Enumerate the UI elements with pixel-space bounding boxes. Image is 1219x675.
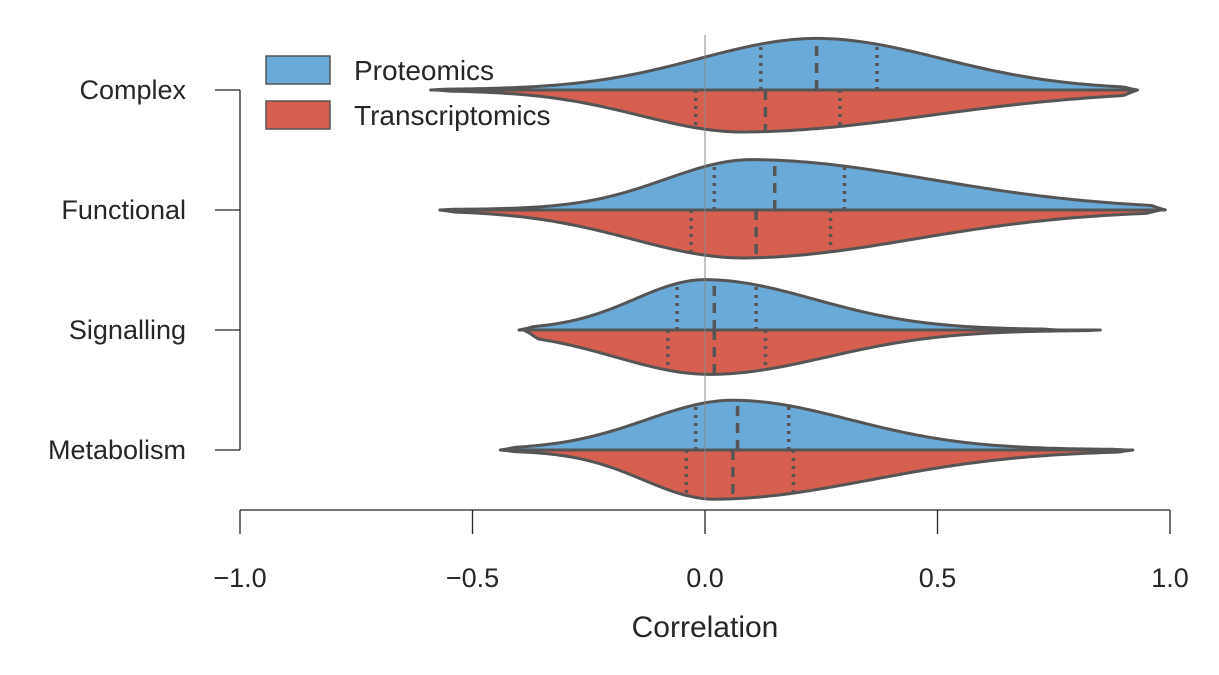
violins-layer	[429, 36, 1167, 501]
legend-swatch-proteomics	[265, 55, 331, 85]
violin-proteomics-complex	[429, 36, 1139, 92]
x-tick-label: −1.0	[213, 563, 266, 593]
violin-transcriptomics-metabolism	[498, 448, 1135, 501]
violin-proteomics-signalling	[517, 278, 1060, 332]
y-tick-label-metabolism: Metabolism	[48, 435, 186, 465]
x-axis: −1.0 −0.5 0.0 0.5 1.0	[213, 509, 1189, 593]
x-tick-label: 1.0	[1151, 563, 1189, 593]
violin-transcriptomics-signalling	[522, 328, 1102, 376]
x-tick-label: −0.5	[446, 563, 499, 593]
x-tick-label: 0.5	[919, 563, 957, 593]
violin-proteomics-metabolism	[498, 398, 1130, 452]
legend-label-proteomics: Proteomics	[354, 55, 494, 86]
x-axis-title: Correlation	[632, 611, 779, 644]
x-tick-label: 0.0	[686, 563, 724, 593]
legend: Proteomics Transcriptomics	[265, 55, 551, 131]
y-tick-label-complex: Complex	[79, 75, 186, 105]
violin-proteomics-functional	[438, 158, 1167, 212]
violin-transcriptomics-functional	[438, 208, 1163, 260]
y-tick-label-signalling: Signalling	[69, 315, 186, 345]
y-tick-label-functional: Functional	[61, 195, 186, 225]
legend-label-transcriptomics: Transcriptomics	[354, 100, 551, 131]
legend-swatch-transcriptomics	[265, 100, 331, 130]
violin-transcriptomics-complex	[433, 88, 1139, 134]
y-axis: Complex Functional Signalling Metabolism	[48, 75, 241, 465]
